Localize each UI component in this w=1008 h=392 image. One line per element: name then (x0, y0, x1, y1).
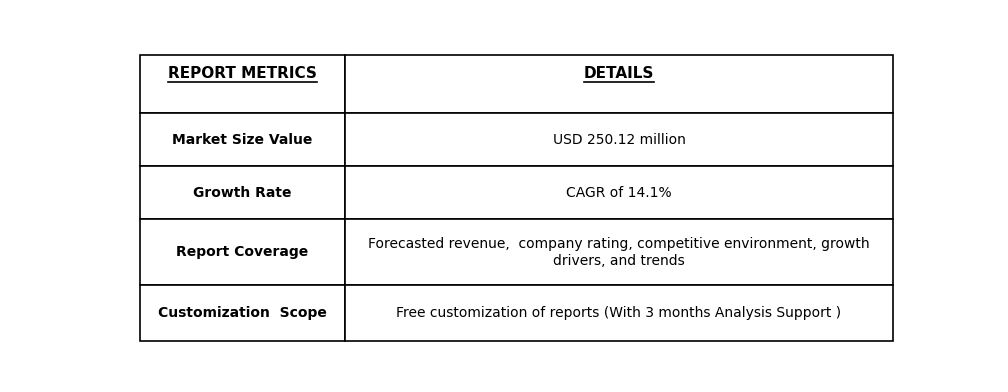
Text: USD 250.12 million: USD 250.12 million (552, 133, 685, 147)
Bar (345, 285, 893, 341)
Bar (345, 113, 893, 167)
Text: Report Coverage: Report Coverage (176, 245, 308, 260)
Text: Forecasted revenue,  company rating, competitive environment, growth
drivers, an: Forecasted revenue, company rating, comp… (368, 237, 870, 268)
Text: Market Size Value: Market Size Value (172, 133, 312, 147)
Bar (345, 54, 893, 113)
Bar (345, 220, 893, 285)
Text: CAGR of 14.1%: CAGR of 14.1% (566, 186, 671, 200)
Text: DETAILS: DETAILS (584, 66, 654, 81)
Bar (140, 167, 345, 220)
Bar (140, 285, 345, 341)
Text: Customization  Scope: Customization Scope (158, 307, 327, 320)
Bar (345, 167, 893, 220)
Text: Growth Rate: Growth Rate (194, 186, 291, 200)
Bar (140, 113, 345, 167)
Bar (140, 54, 345, 113)
Text: REPORT METRICS: REPORT METRICS (168, 66, 317, 81)
Text: Free customization of reports (With 3 months Analysis Support ): Free customization of reports (With 3 mo… (396, 307, 842, 320)
Bar (140, 220, 345, 285)
